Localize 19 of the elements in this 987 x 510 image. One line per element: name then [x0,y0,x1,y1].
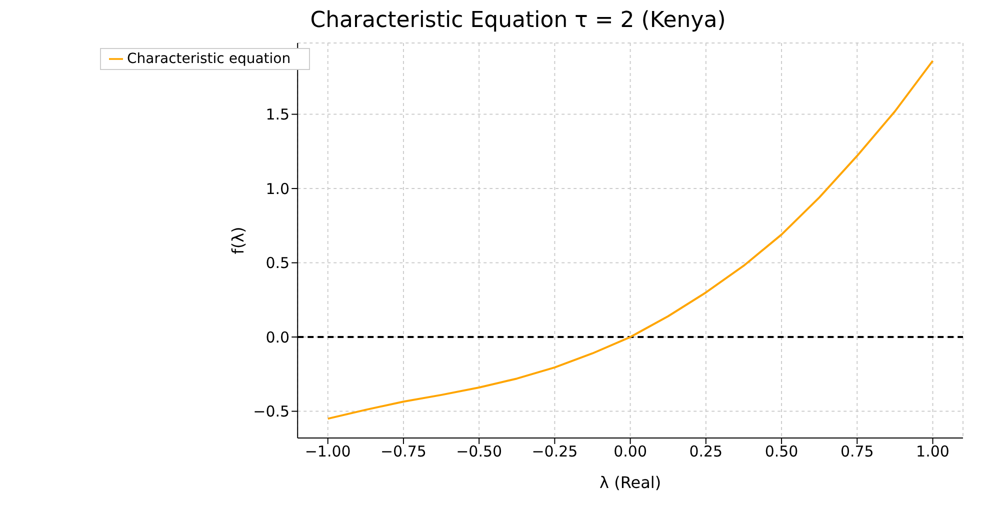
x-tick-label: 0.50 [764,442,798,461]
x-tick-label: −1.00 [304,442,351,461]
y-tick-label: 0.5 [266,254,290,272]
x-tick-label: −0.50 [456,442,502,461]
y-tick-label: 0.0 [266,328,290,346]
x-tick-label: −0.75 [380,442,426,461]
legend-label: Characteristic equation [127,51,291,67]
x-tick-label: 1.00 [916,442,950,461]
x-axis-title: λ (Real) [600,473,662,492]
line-series [326,60,934,420]
y-tick-label: 1.0 [266,180,290,198]
x-tick-label: 0.75 [840,442,874,461]
chart-title: Characteristic Equation τ = 2 (Kenya) [309,8,727,35]
x-tick-label: 0.00 [614,442,648,461]
x-tick-label: −0.25 [532,442,578,461]
y-tick-label: −0.5 [253,402,290,421]
y-tick-label: 1.5 [266,106,290,124]
y-axis-title: f(λ) [228,226,248,254]
x-tick-label: 0.25 [689,442,723,461]
